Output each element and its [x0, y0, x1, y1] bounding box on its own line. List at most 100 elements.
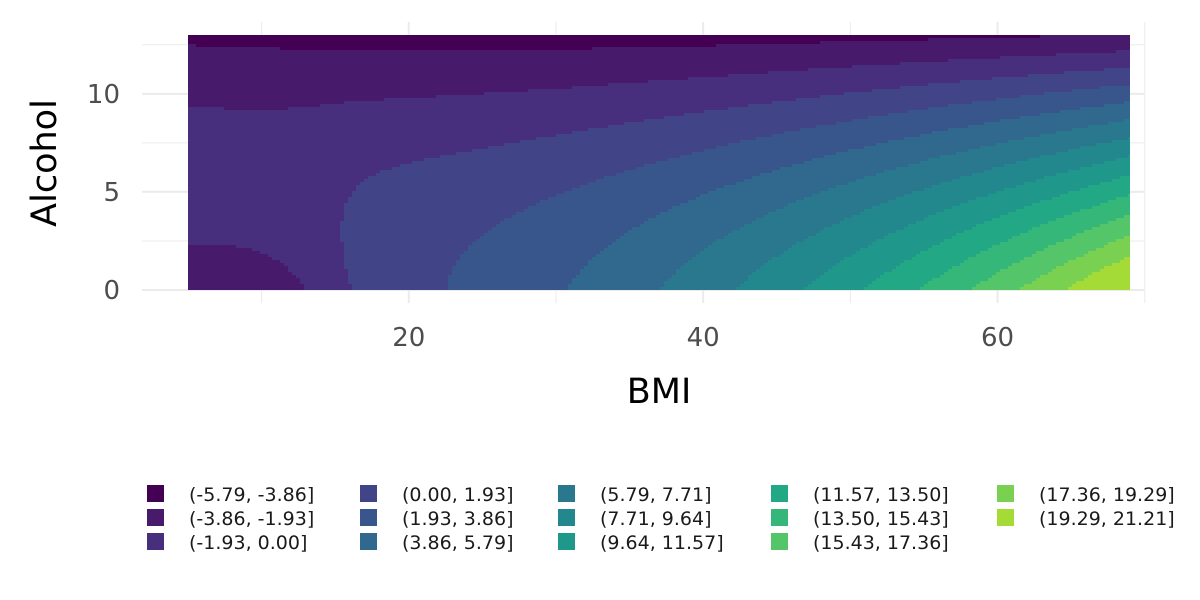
- contour-cell: [200, 92, 205, 96]
- contour-cell: [188, 179, 193, 183]
- contour-cell: [220, 35, 225, 39]
- contour-cell: [240, 38, 245, 42]
- contour-cell: [192, 152, 197, 156]
- contour-cell: [196, 179, 201, 183]
- contour-cell: [232, 197, 237, 201]
- contour-cell: [204, 110, 209, 114]
- contour-cell: [204, 251, 209, 255]
- contour-cell: [188, 224, 193, 228]
- contour-cell: [216, 41, 221, 45]
- contour-cell: [216, 125, 221, 129]
- contour-cell: [192, 119, 197, 123]
- contour-cell: [216, 218, 221, 222]
- contour-cell: [192, 182, 197, 186]
- contour-cell: [200, 251, 205, 255]
- contour-cell: [204, 260, 209, 264]
- contour-cell: [232, 83, 237, 87]
- contour-cell: [196, 182, 201, 186]
- contour-cell: [224, 197, 229, 201]
- contour-cell: [196, 86, 201, 90]
- contour-cell: [200, 164, 205, 168]
- contour-cell: [224, 266, 229, 270]
- contour-cell: [204, 167, 209, 171]
- contour-cell: [212, 245, 217, 249]
- contour-cell: [236, 275, 241, 279]
- contour-cell: [208, 44, 213, 48]
- contour-cell: [236, 224, 241, 228]
- contour-cell: [196, 194, 201, 198]
- contour-cell: [228, 203, 233, 207]
- contour-cell: [240, 143, 245, 147]
- contour-cell: [188, 53, 193, 57]
- contour-cell: [192, 284, 197, 288]
- contour-cell: [224, 215, 229, 219]
- contour-cell: [204, 152, 209, 156]
- contour-cell: [208, 137, 213, 141]
- contour-cell: [208, 47, 213, 51]
- contour-cell: [188, 140, 193, 144]
- contour-cell: [216, 47, 221, 51]
- contour-cell: [196, 161, 201, 165]
- contour-cell: [224, 185, 229, 189]
- contour-cell: [224, 158, 229, 162]
- contour-cell: [196, 80, 201, 84]
- contour-cell: [220, 122, 225, 126]
- contour-cell: [188, 101, 193, 105]
- contour-cell: [228, 113, 233, 117]
- contour-cell: [228, 59, 233, 63]
- contour-cell: [240, 197, 245, 201]
- contour-cell: [236, 257, 241, 261]
- contour-cell: [204, 278, 209, 282]
- contour-cell: [228, 152, 233, 156]
- contour-cell: [240, 101, 245, 105]
- contour-cell: [216, 146, 221, 150]
- contour-cell: [224, 257, 229, 261]
- contour-cell: [232, 53, 237, 57]
- contour-cell: [208, 167, 213, 171]
- contour-cell: [216, 254, 221, 258]
- contour-cell: [220, 272, 225, 276]
- contour-cell: [232, 260, 237, 264]
- contour-cell: [236, 284, 241, 288]
- contour-cell: [212, 167, 217, 171]
- contour-cell: [204, 182, 209, 186]
- contour-cell: [200, 149, 205, 153]
- contour-cell: [192, 134, 197, 138]
- contour-cell: [188, 167, 193, 171]
- contour-cell: [228, 128, 233, 132]
- contour-cell: [224, 47, 229, 51]
- contour-cell: [228, 71, 233, 75]
- contour-cell: [212, 239, 217, 243]
- contour-cell: [200, 89, 205, 93]
- contour-cell: [204, 140, 209, 144]
- contour-cell: [212, 44, 217, 48]
- contour-cell: [224, 41, 229, 45]
- contour-cell: [212, 68, 217, 72]
- contour-cell: [232, 233, 237, 237]
- contour-cell: [240, 209, 245, 213]
- contour-cell: [200, 86, 205, 90]
- contour-cell: [224, 230, 229, 234]
- contour-cell: [232, 176, 237, 180]
- contour-cell: [216, 83, 221, 87]
- contour-cell: [220, 206, 225, 210]
- contour-cell: [216, 248, 221, 252]
- contour-cell: [200, 143, 205, 147]
- contour-cell: [212, 80, 217, 84]
- contour-cell: [232, 101, 237, 105]
- contour-cell: [236, 254, 241, 258]
- contour-cell: [228, 68, 233, 72]
- contour-cell: [208, 266, 213, 270]
- contour-cell: [224, 236, 229, 240]
- contour-cell: [204, 62, 209, 66]
- contour-cell: [232, 236, 237, 240]
- contour-cell: [196, 149, 201, 153]
- contour-cell: [200, 275, 205, 279]
- contour-cell: [240, 134, 245, 138]
- contour-cell: [196, 251, 201, 255]
- contour-cell: [228, 266, 233, 270]
- contour-cell: [204, 128, 209, 132]
- contour-cell: [208, 269, 213, 273]
- contour-cell: [192, 188, 197, 192]
- contour-cell: [220, 152, 225, 156]
